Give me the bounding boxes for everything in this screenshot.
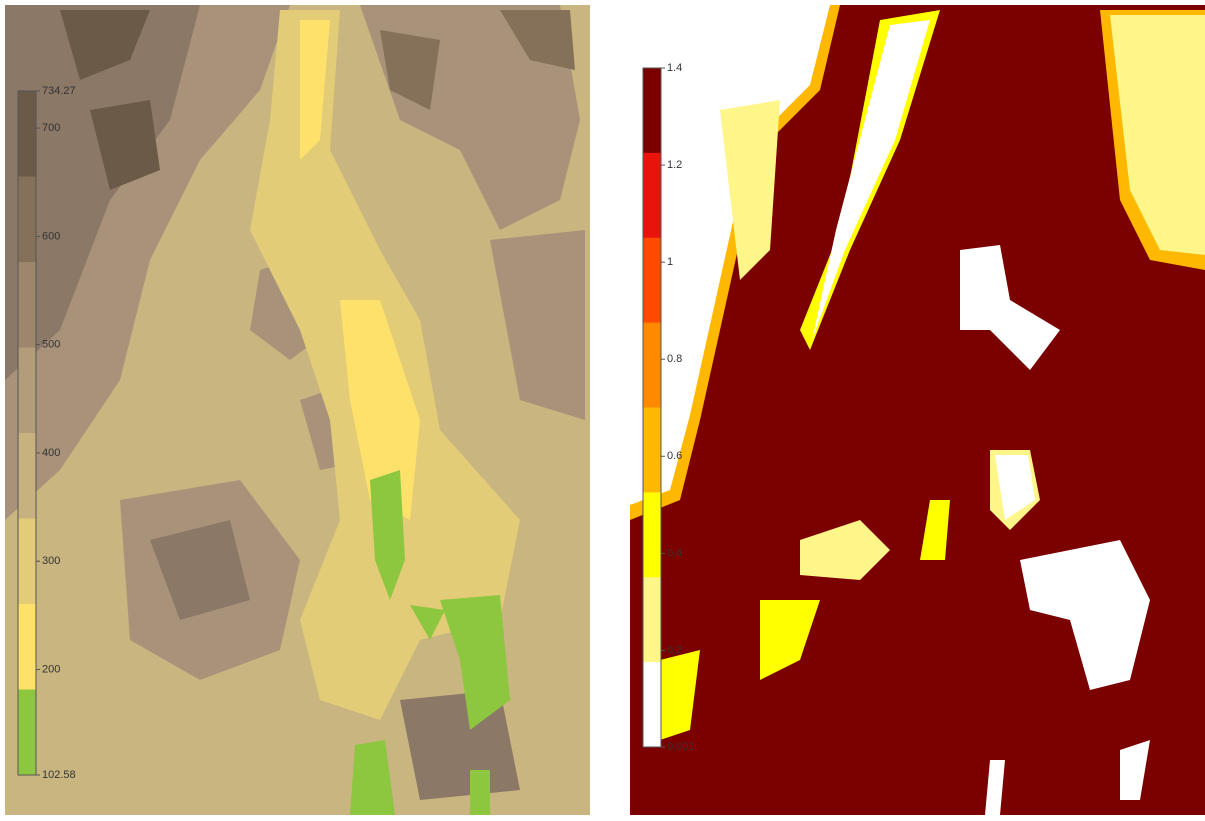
tick-label: 200: [42, 663, 60, 675]
tick-label: 0.4: [667, 547, 682, 559]
colorbar-band: [18, 348, 36, 434]
colorbar-band: [18, 604, 36, 690]
tick-label: 700: [42, 122, 60, 134]
colorbar-band: [18, 519, 36, 605]
tick-label: 1.4: [667, 62, 682, 74]
tick-label: 400: [42, 447, 60, 459]
tick-label: 1.2: [667, 159, 682, 171]
colorbar-band: [643, 408, 661, 493]
tick-label: 734.27: [42, 85, 76, 97]
tick-label: 1: [667, 256, 673, 268]
colorbar-band: [18, 177, 36, 263]
tick-label: 300: [42, 555, 60, 567]
tick-label: 600: [42, 230, 60, 242]
page: 734.27 700 600 500 400 300 200 102.58 1.4 1.2 1 0.…: [0, 0, 1205, 821]
tick-label: 500: [42, 339, 60, 351]
colorbar-band: [643, 238, 661, 323]
tick-label: 0.8: [667, 353, 682, 365]
colorbar-band: [643, 68, 661, 153]
colorbar-band: [643, 577, 661, 662]
colorbar-band: [18, 91, 36, 177]
tick-label: 0.2: [667, 644, 682, 656]
colorbar-band: [643, 662, 661, 747]
colorbar-band: [18, 262, 36, 348]
colorbar-band: [18, 690, 36, 776]
colorbar-band: [18, 433, 36, 519]
elevation-map: 734.27 700 600 500 400 300 200 102.58: [5, 5, 590, 815]
colorbar-band: [643, 323, 661, 408]
tick-label: 102.58: [42, 769, 76, 781]
index-map: 1.4 1.2 1 0.8 0.6 0.4 0.2 0.001: [630, 5, 1205, 815]
colorbar-band: [643, 492, 661, 577]
tick-label: 0.001: [667, 741, 695, 753]
colorbar-band: [643, 153, 661, 238]
tick-label: 0.6: [667, 450, 682, 462]
